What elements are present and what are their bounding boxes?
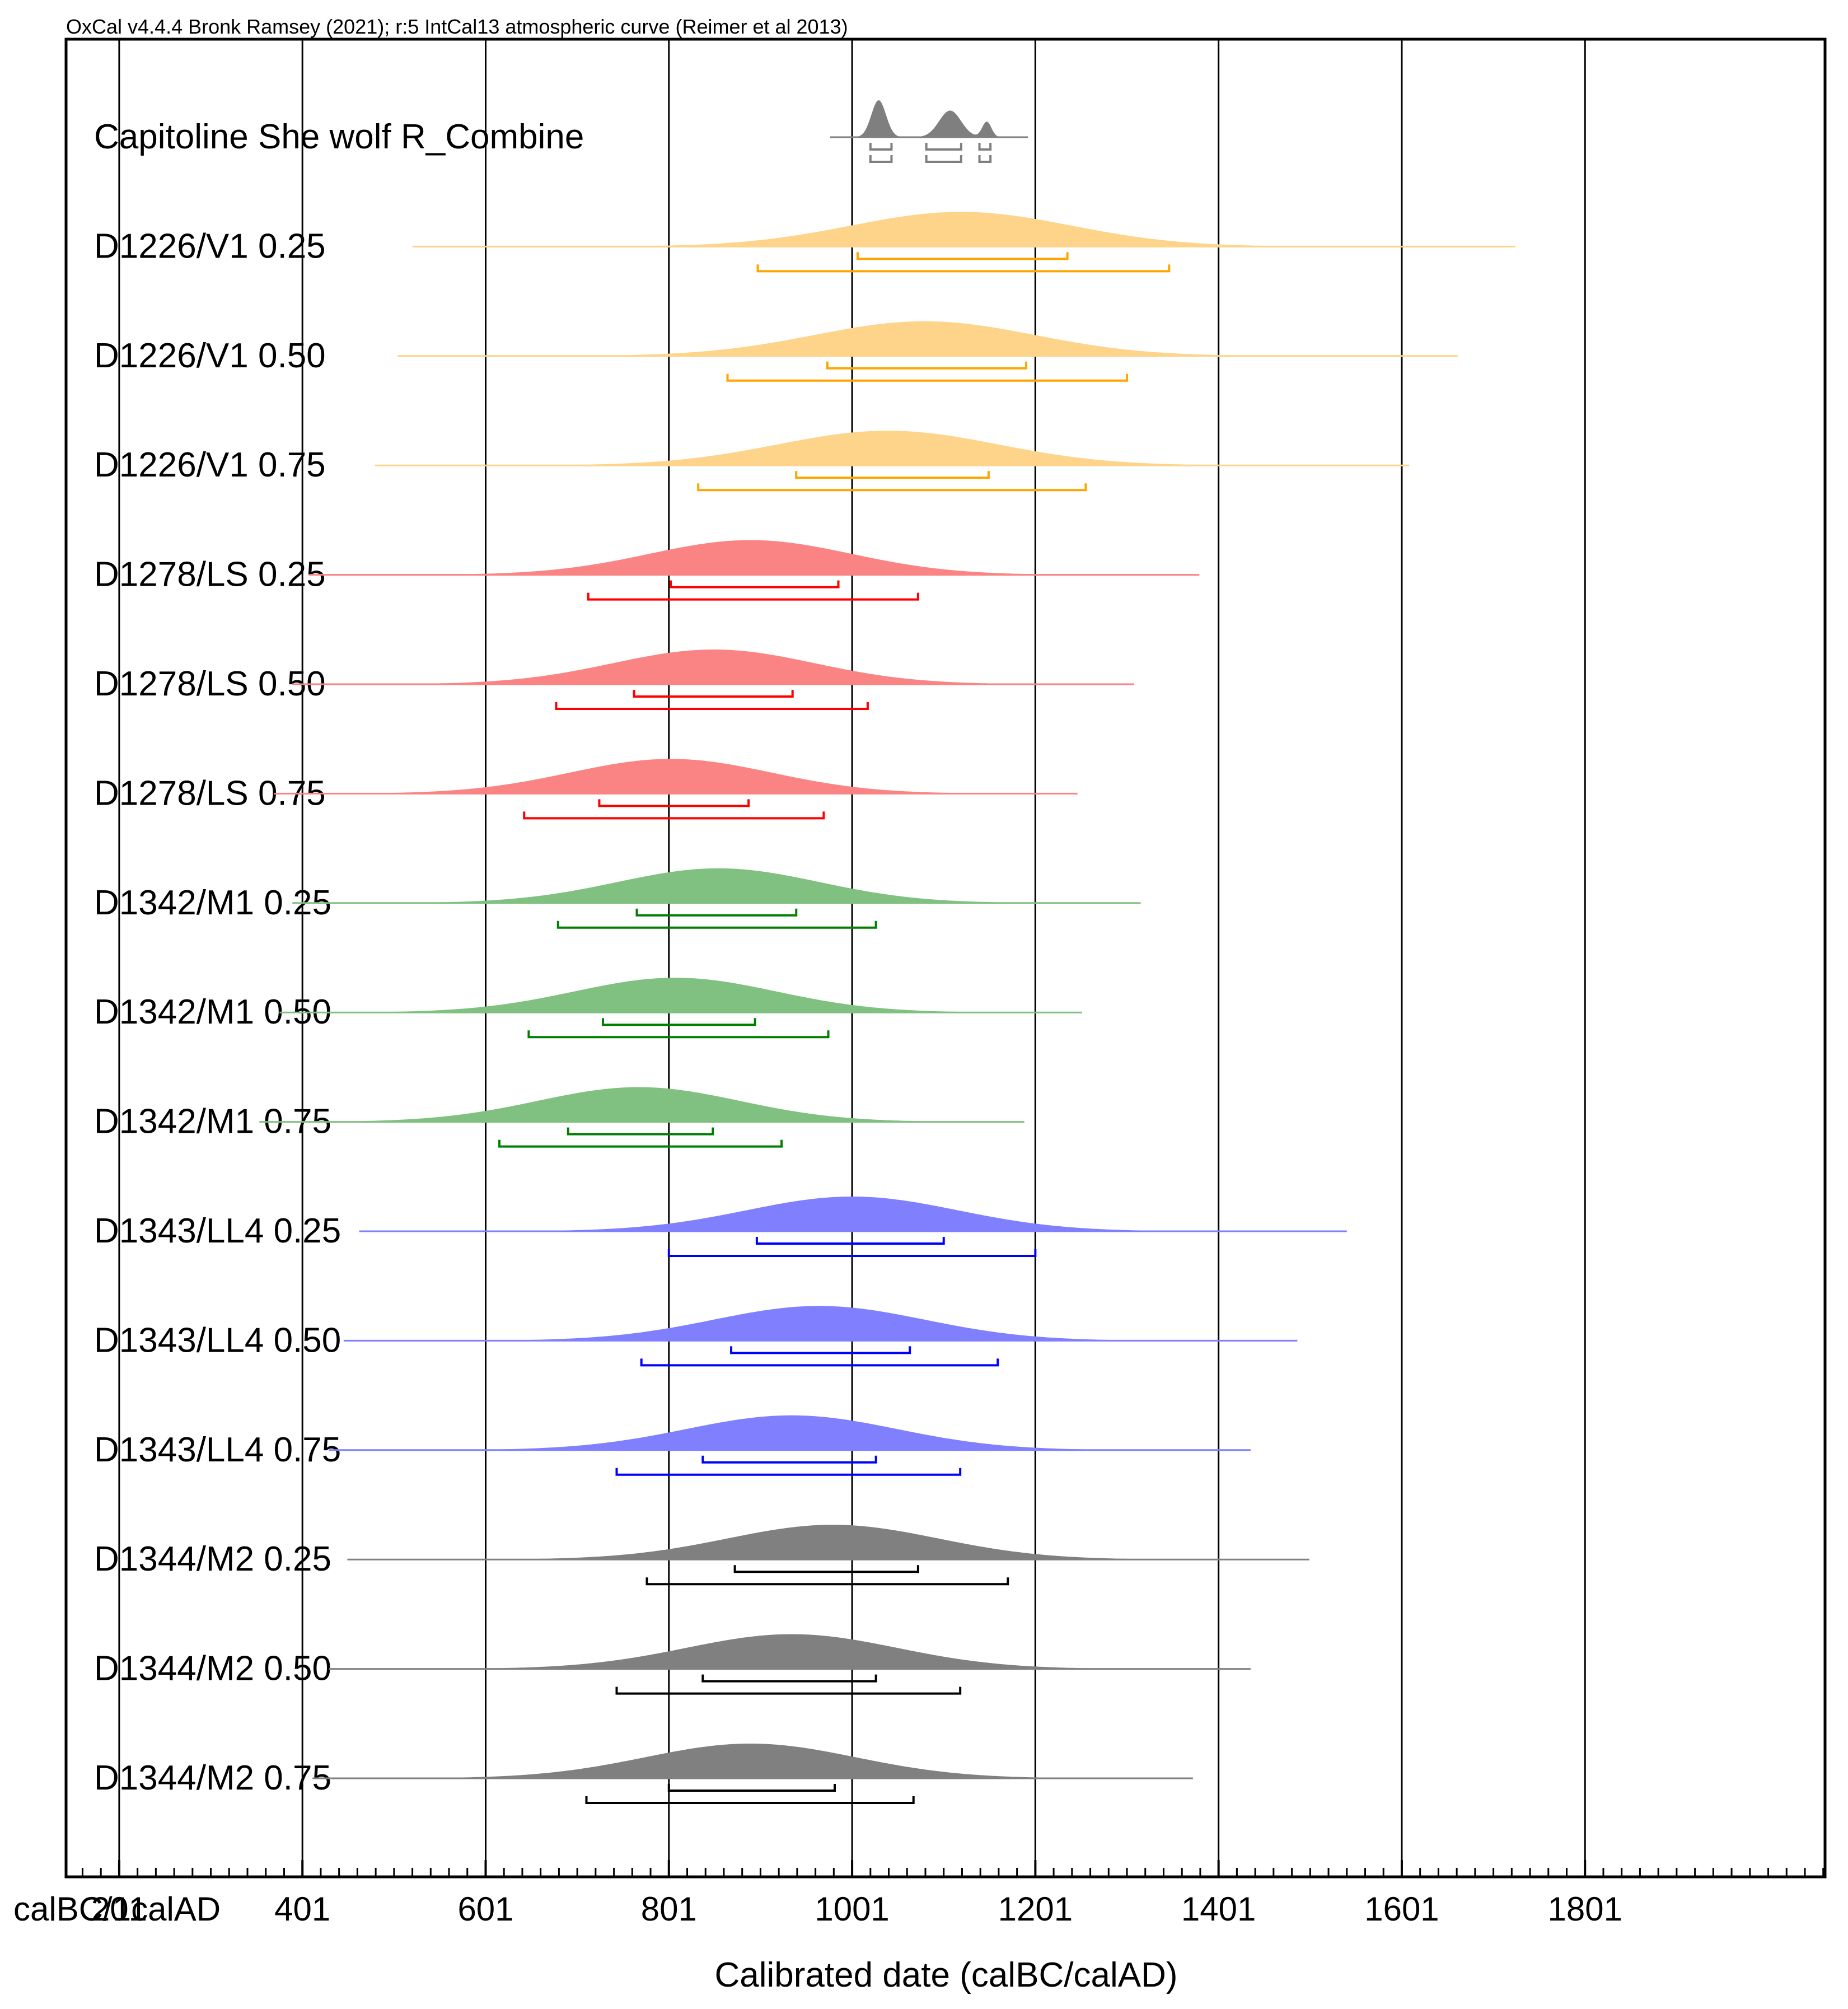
hpd-95-bracket xyxy=(585,1796,915,1804)
hpd-68-bracket xyxy=(701,1455,877,1464)
series-label: D1278/LS 0.50 xyxy=(94,665,326,703)
series-label: D1343/LL4 0.75 xyxy=(94,1431,341,1469)
hpd-68-bracket xyxy=(667,1784,836,1792)
series-row: D1344/M2 0.50 xyxy=(94,1634,1251,1695)
gridlines xyxy=(118,39,1586,1877)
x-tick-label: 1401 xyxy=(1181,1890,1256,1928)
series-label: D1344/M2 0.50 xyxy=(94,1650,331,1688)
probability-density xyxy=(274,759,1078,794)
hpd-68-bracket xyxy=(733,1565,919,1573)
series-label: D1226/V1 0.75 xyxy=(94,446,326,484)
hpd-68-bracket xyxy=(633,690,794,698)
hpd-95-bracket xyxy=(756,264,1171,273)
hpd-68-bracket xyxy=(925,143,962,151)
hpd-95-bracket xyxy=(615,1686,962,1695)
probability-density xyxy=(347,1525,1309,1560)
hpd-95-bracket xyxy=(556,921,877,929)
hpd-95-bracket xyxy=(645,1577,1009,1586)
hpd-95-bracket xyxy=(640,1358,999,1367)
hpd-68-bracket xyxy=(598,799,750,807)
series-row: D1343/LL4 0.25 xyxy=(94,1197,1347,1257)
hpd-95-bracket xyxy=(555,702,869,710)
x-tick-label: 1001 xyxy=(815,1890,889,1928)
series-row: D1226/V1 0.50 xyxy=(94,321,1458,382)
hpd-95-bracket xyxy=(978,155,992,163)
hpd-95-bracket xyxy=(498,1139,783,1148)
hpd-95-bracket xyxy=(697,483,1087,492)
series-label: D1343/LL4 0.25 xyxy=(94,1212,341,1250)
x-tick-label: 1601 xyxy=(1364,1890,1439,1928)
hpd-68-bracket xyxy=(635,908,798,917)
hpd-68-bracket xyxy=(755,1237,945,1245)
hpd-95-bracket xyxy=(527,1030,830,1039)
hpd-95-bracket xyxy=(615,1468,962,1476)
hpd-68-bracket xyxy=(730,1346,911,1354)
hpd-95-bracket xyxy=(726,373,1129,382)
x-tick-label: 601 xyxy=(457,1890,513,1928)
series-layer: Capitoline She wolf R_Combine D1226/V1 0.… xyxy=(94,100,1515,1804)
hpd-68-bracket xyxy=(826,361,1028,370)
series-label: D1226/V1 0.25 xyxy=(94,227,326,265)
probability-density xyxy=(292,868,1141,903)
hpd-95-bracket xyxy=(667,1249,1037,1257)
probability-density xyxy=(308,540,1200,575)
hpd-68-bracket xyxy=(869,143,893,151)
hpd-95-bracket xyxy=(925,155,962,163)
probability-density xyxy=(329,1415,1251,1450)
x-tick-label: calBC/1calAD xyxy=(13,1890,221,1928)
x-tick-label: 1201 xyxy=(998,1890,1073,1928)
probability-density xyxy=(375,431,1409,466)
probability-density xyxy=(359,1197,1347,1231)
hpd-68-bracket xyxy=(567,1127,714,1136)
series-label: D1226/V1 0.50 xyxy=(94,337,326,375)
series-row: D1344/M2 0.25 xyxy=(94,1525,1309,1586)
probability-density xyxy=(329,1634,1251,1669)
series-row: D1343/LL4 0.75 xyxy=(94,1415,1251,1476)
series-row: D1278/LS 0.75 xyxy=(94,759,1078,820)
x-tick-label: 401 xyxy=(274,1890,330,1928)
probability-density xyxy=(312,1744,1193,1778)
hpd-68-bracket xyxy=(701,1674,877,1683)
probability-density xyxy=(830,100,1028,137)
series-row: D1226/V1 0.25 xyxy=(94,212,1515,273)
probability-density xyxy=(259,1087,1024,1122)
hpd-68-bracket xyxy=(601,1018,756,1026)
hpd-68-bracket xyxy=(856,252,1069,260)
hpd-68-bracket xyxy=(670,580,840,588)
probability-density xyxy=(343,1306,1298,1341)
series-label: D1344/M2 0.75 xyxy=(94,1759,331,1797)
x-tick-label: 201 xyxy=(91,1890,147,1928)
series-row: D1342/M1 0.75 xyxy=(94,1087,1024,1148)
probability-density xyxy=(412,212,1515,247)
series-row: D1342/M1 0.25 xyxy=(94,868,1141,929)
hpd-68-bracket xyxy=(795,471,990,479)
series-row: D1342/M1 0.50 xyxy=(94,978,1082,1039)
series-row: D1226/V1 0.75 xyxy=(94,431,1410,492)
x-axis-title: Calibrated date (calBC/calAD) xyxy=(714,1956,1177,1994)
series-row: D1344/M2 0.75 xyxy=(94,1744,1193,1804)
series-label: D1344/M2 0.25 xyxy=(94,1540,331,1578)
series-label: Capitoline She wolf R_Combine xyxy=(94,118,584,156)
series-row: D1343/LL4 0.50 xyxy=(94,1306,1298,1367)
hpd-68-bracket xyxy=(978,143,992,151)
series-row: D1278/LS 0.50 xyxy=(94,650,1135,710)
plot-frame xyxy=(64,38,1827,1879)
x-tick-label: 801 xyxy=(641,1890,697,1928)
series-label: D1342/M1 0.25 xyxy=(94,884,331,922)
series-row: D1278/LS 0.25 xyxy=(94,540,1200,601)
hpd-95-bracket xyxy=(523,811,825,820)
probability-density xyxy=(292,650,1135,684)
series-row: Capitoline She wolf R_Combine xyxy=(94,100,1028,163)
chart-header: OxCal v4.4.4 Bronk Ramsey (2021); r:5 In… xyxy=(66,15,848,38)
hpd-95-bracket xyxy=(869,155,893,163)
series-label: D1278/LS 0.25 xyxy=(94,555,326,594)
series-label: D1343/LL4 0.50 xyxy=(94,1321,341,1359)
probability-density xyxy=(279,978,1082,1013)
hpd-95-bracket xyxy=(587,592,919,601)
probability-density xyxy=(397,321,1458,356)
x-tick-label: 1801 xyxy=(1548,1890,1622,1928)
